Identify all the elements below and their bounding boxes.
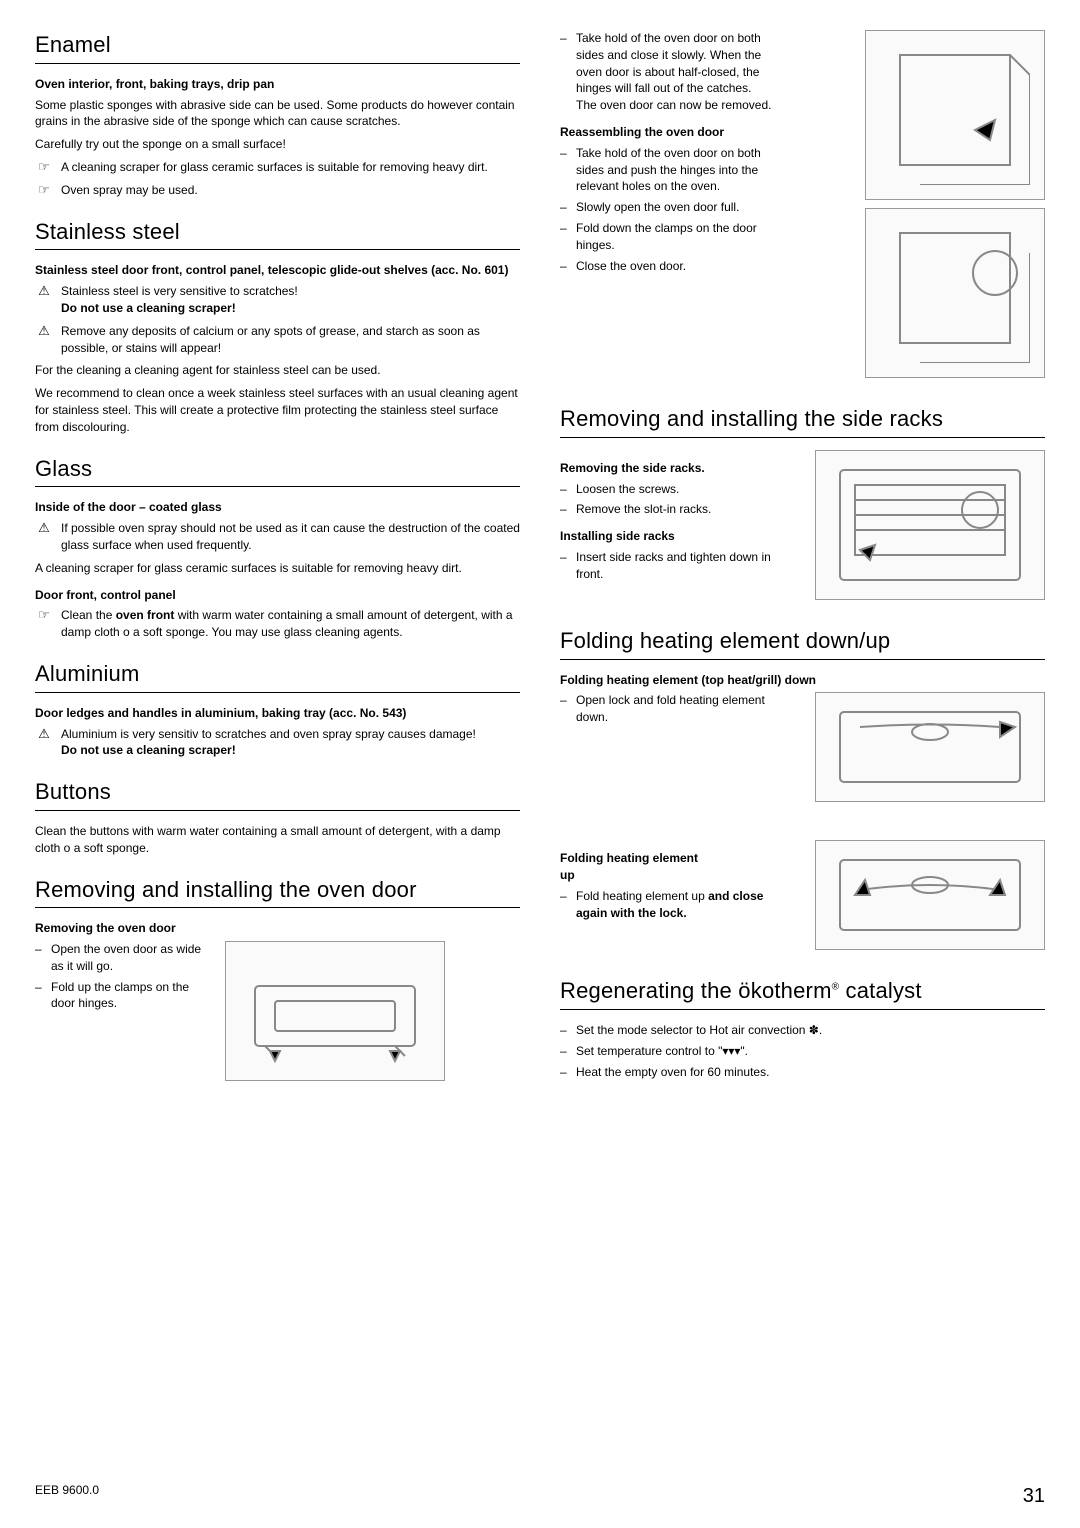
fold-i1: –Open lock and fold heating element down…	[560, 692, 805, 726]
sub-alu: Door ledges and handles in aluminium, ba…	[35, 705, 520, 722]
heading-folding: Folding heating element down/up	[560, 626, 1045, 660]
tip-icon: ☞	[35, 159, 53, 175]
left-column: Enamel Oven interior, front, baking tray…	[35, 30, 520, 1085]
footer-model: EEB 9600.0	[35, 1482, 99, 1510]
glass-tip: ☞ Clean the oven front with warm water c…	[35, 607, 520, 641]
heading-glass: Glass	[35, 454, 520, 488]
sub-enamel: Oven interior, front, baking trays, drip…	[35, 76, 520, 93]
heading-door: Removing and installing the oven door	[35, 875, 520, 909]
heading-aluminium: Aluminium	[35, 659, 520, 693]
regen-i1: –Set the mode selector to Hot air convec…	[560, 1022, 1045, 1039]
enamel-tip2-text: Oven spray may be used.	[61, 182, 520, 199]
regen-i3: –Heat the empty oven for 60 minutes.	[560, 1064, 1045, 1081]
heading-regen: Regenerating the ökotherm® catalyst	[560, 976, 1045, 1010]
heading-side-racks: Removing and installing the side racks	[560, 404, 1045, 438]
fold-i2: –Fold heating element up and close again…	[560, 888, 805, 922]
tip-icon: ☞	[35, 182, 53, 198]
enamel-tip1: ☞ A cleaning scraper for glass ceramic s…	[35, 159, 520, 176]
racks-i2: –Remove the slot-in racks.	[560, 501, 805, 518]
regen-i2: –Set temperature control to "▾▾▾".	[560, 1043, 1045, 1060]
racks-i1: –Loosen the screws.	[560, 481, 805, 498]
door-i2: –Fold up the clamps on the door hinges.	[35, 979, 205, 1013]
glass-tip-pre: Clean the	[61, 608, 116, 622]
glass-warn1-text: If possible oven spray should not be use…	[61, 520, 520, 554]
glass-tip-bold: oven front	[116, 608, 175, 622]
alu-warn1a: Aluminium is very sensitiv to scratches …	[61, 727, 476, 741]
page-footer: EEB 9600.0 31	[35, 1482, 1045, 1510]
glass-p1: A cleaning scraper for glass ceramic sur…	[35, 560, 520, 577]
sub-glass2: Door front, control panel	[35, 587, 520, 604]
warn-icon: ⚠	[35, 283, 53, 299]
tip-icon: ☞	[35, 607, 53, 623]
ss-warn2-text: Remove any deposits of calcium or any sp…	[61, 323, 520, 357]
ss-warn2: ⚠ Remove any deposits of calcium or any …	[35, 323, 520, 357]
heading-enamel: Enamel	[35, 30, 520, 64]
warn-icon: ⚠	[35, 520, 53, 536]
figure-door-reassemble	[865, 208, 1045, 378]
figure-fold-up	[815, 840, 1045, 950]
ss-warn1a: Stainless steel is very sensitive to scr…	[61, 284, 298, 298]
enamel-tip1-text: A cleaning scraper for glass ceramic sur…	[61, 159, 520, 176]
warn-icon: ⚠	[35, 726, 53, 742]
enamel-p1: Some plastic sponges with abrasive side …	[35, 97, 520, 131]
buttons-p1: Clean the buttons with warm water contai…	[35, 823, 520, 857]
cont-r2: –Slowly open the oven door full.	[560, 199, 855, 216]
sub-stainless: Stainless steel door front, control pane…	[35, 262, 520, 279]
right-column: –Take hold of the oven door on both side…	[560, 30, 1045, 1085]
enamel-tip2: ☞ Oven spray may be used.	[35, 182, 520, 199]
ss-warn1b: Do not use a cleaning scraper!	[61, 301, 236, 315]
cont-i1: –Take hold of the oven door on both side…	[560, 30, 855, 114]
door-i1: –Open the oven door as wide as it will g…	[35, 941, 205, 975]
cont-r3: –Fold down the clamps on the door hinges…	[560, 220, 855, 254]
sub-fold-up: Folding heating element up	[560, 850, 710, 884]
sub-fold-down: Folding heating element (top heat/grill)…	[560, 672, 1045, 689]
ss-p2: We recommend to clean once a week stainl…	[35, 385, 520, 435]
glass-warn1: ⚠ If possible oven spray should not be u…	[35, 520, 520, 554]
alu-warn: ⚠ Aluminium is very sensitiv to scratche…	[35, 726, 520, 760]
sub-reassemble: Reassembling the oven door	[560, 124, 740, 141]
footer-page: 31	[1023, 1482, 1045, 1510]
enamel-p2: Carefully try out the sponge on a small …	[35, 136, 520, 153]
heading-buttons: Buttons	[35, 777, 520, 811]
cont-r1: –Take hold of the oven door on both side…	[560, 145, 855, 195]
racks-i3: –Insert side racks and tighten down in f…	[560, 549, 805, 583]
alu-warn1b: Do not use a cleaning scraper!	[61, 743, 236, 757]
heading-stainless: Stainless steel	[35, 217, 520, 251]
figure-fold-down	[815, 692, 1045, 802]
figure-oven-door-clamps	[225, 941, 445, 1081]
warn-icon: ⚠	[35, 323, 53, 339]
ss-warn1: ⚠ Stainless steel is very sensitive to s…	[35, 283, 520, 317]
figure-side-racks	[815, 450, 1045, 600]
cont-r4: –Close the oven door.	[560, 258, 855, 275]
sub-door-remove: Removing the oven door	[35, 920, 520, 937]
ss-p1: For the cleaning a cleaning agent for st…	[35, 362, 520, 379]
sub-glass1: Inside of the door – coated glass	[35, 499, 520, 516]
figure-door-close	[865, 30, 1045, 200]
fan-icon: ✽	[809, 1023, 819, 1037]
